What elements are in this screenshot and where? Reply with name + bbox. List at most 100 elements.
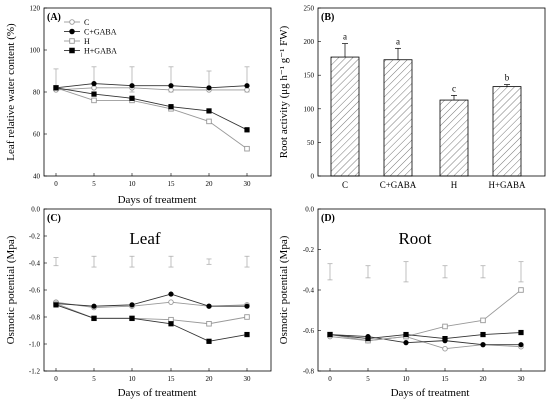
panel-c-point [129,315,135,321]
panel-d-point [403,331,409,338]
panel-d-xtick-label: 10 [403,375,411,383]
panel-d-series-line-1 [329,334,521,346]
panel-c-ytick-label: -1.2 [29,368,41,376]
panel-a-ytick-label: 80 [33,89,41,97]
panel-a-ytick-label: 120 [30,5,41,13]
panel-c-xtick-label: 15 [168,375,176,383]
panel-a-point [129,95,135,101]
panel-d-point [442,323,448,330]
panel-b-ytick-label: 150 [304,72,315,80]
panel-d-series-line-2 [329,289,522,342]
panel-d-title: Root [398,229,431,248]
panel-d-point [518,287,524,293]
panel-d-series-line-3 [329,332,522,340]
panel-d-point [480,342,486,348]
panel-d-point [442,345,448,352]
panel-a-label: (A) [47,12,61,23]
panel-c-point [168,291,174,297]
panel-b-category-label: C+GABA [380,180,417,190]
panel-c-ytick-label: -0.8 [29,314,41,322]
panel-c-point [129,302,135,308]
panel-a-ytick-label: 100 [30,47,41,55]
panel-d-ytick-label: -0.6 [303,327,315,335]
panel-c-xtick-label: 5 [92,375,96,383]
panel-b-ytick-label: 200 [304,38,315,46]
panel-a-series-line-2 [55,87,248,150]
panel-b-ytick-label: 100 [304,105,315,113]
panel-c-point [91,303,97,309]
panel-b-ytick-label: 0 [311,173,315,181]
panel-a-series-line-3 [55,87,248,131]
panel-b-ylabel: Root activity (μg h⁻¹ g⁻¹ FW) [278,25,290,158]
panel-b-significance-label: b [505,73,510,83]
panel-c-point [91,315,97,321]
panel-d-ytick-label: -0.4 [303,287,315,295]
panel-a-point [206,108,212,114]
legend-marker [69,28,75,35]
panel-b-category-label: C [342,180,348,190]
panel-a-point [129,83,135,89]
panel-c-ylabel: Osmotic potential (Mpa) [5,235,17,344]
panel-a-point [206,85,212,91]
panel-c-xtick-label: 30 [244,375,252,383]
panel-d-xtick-label: 5 [366,375,370,383]
panel-c-point [244,331,250,338]
panel-d-xtick-label: 0 [328,375,332,383]
panel-d-xlabel: Days of treatment [391,387,470,399]
panel-a-xtick-label: 0 [54,180,58,188]
panel-b-category-label: H [451,180,458,190]
panel-d-point [518,342,524,348]
panel-c-point [53,302,59,308]
panel-d-xtick-label: 15 [442,375,450,383]
legend-marker [69,47,75,54]
panel-c-ytick-label: -0.6 [29,287,41,295]
panel-b-bar [492,86,522,177]
panel-d-point [442,335,448,342]
panel-d-point [403,340,409,346]
panel-b-ytick-label: 50 [307,139,315,147]
panel-d-point [365,335,371,342]
panel-c-ytick-label: -1.0 [29,341,41,349]
panel-c-point [244,314,250,320]
panel-d-xtick-label: 30 [518,375,526,383]
legend-marker [69,19,75,25]
panel-a-xlabel: Days of treatment [118,194,197,206]
panel-a-point [244,145,250,152]
panel-c-series-line-0 [55,301,248,309]
panel-a-xtick-label: 15 [168,180,176,188]
panel-c-xlabel: Days of treatment [118,387,197,399]
panel-a-xtick-label: 5 [92,180,96,188]
panel-d-xtick-label: 20 [480,375,488,383]
panel-a-ylabel: Leaf relative water content (%) [5,23,17,161]
panel-a-point [91,91,97,97]
panel-c-point [168,321,174,327]
panel-d-point [480,331,486,338]
panel-b-bar [439,99,469,177]
panel-d-point [327,331,333,338]
panel-c-ytick-label: -0.2 [29,233,41,241]
panel-a-series-line-0 [55,87,247,91]
panel-c: (C) Leaf Osmotic potential (Mpa) Days of… [5,208,272,399]
panel-c-ytick-label: 0.0 [31,206,40,214]
panel-d-ytick-label: -0.2 [303,246,315,254]
panel-d-point [480,317,486,324]
legend-entry-label: C [84,18,89,27]
panel-d-ytick-label: 0.0 [305,206,314,214]
panel-c-series-line-3 [55,304,248,342]
panel-c-point [206,321,212,327]
panel-b-bar [330,56,360,177]
panel-a-point [206,118,212,125]
panel-d-series-line-0 [329,336,522,350]
panel-a: (A) Leaf relative water content (%) Days… [5,7,272,206]
panel-d-ytick-label: -0.8 [303,368,315,376]
panel-b-category-label: H+GABA [488,180,526,190]
legend-marker [69,38,75,44]
panel-c-xtick-label: 10 [129,375,137,383]
panel-a-point [91,97,97,104]
panel-c-point [244,303,250,309]
panel-c-ytick-label: -0.4 [29,260,41,268]
panel-c-xtick-label: 20 [206,375,214,383]
legend-entry-label: H+GABA [84,47,117,56]
